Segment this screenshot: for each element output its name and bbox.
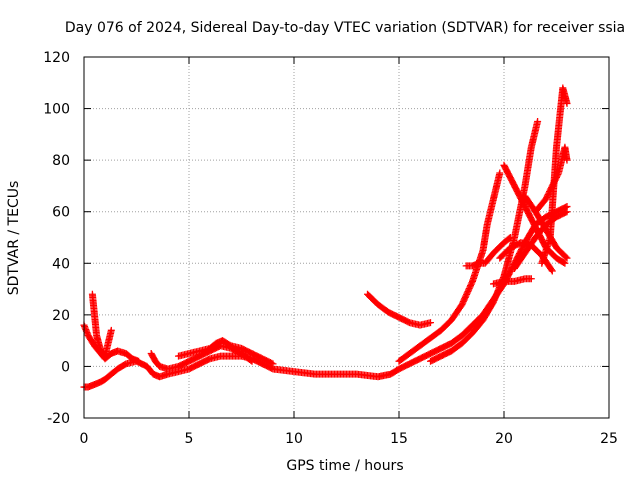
data-marker [479,248,486,256]
data-marker [551,241,559,249]
data-marker [509,179,517,187]
data-series [175,337,277,368]
data-marker [467,280,475,288]
y-tick-label: 100 [43,102,70,118]
data-series [511,208,571,272]
data-marker [246,356,254,364]
data-marker [247,356,255,364]
y-tick-label: 60 [52,205,70,221]
data-marker [559,258,566,266]
data-series [364,290,434,329]
data-series [395,169,504,365]
x-tick-label: 10 [285,431,303,447]
data-marker [562,208,570,216]
data-marker [456,303,464,311]
data-marker [466,331,474,339]
chart-title: Day 076 of 2024, Sidereal Day-to-day VTE… [65,20,625,36]
ticks: 0 5 10 15 20 25 -20 0 20 40 60 80 100 120 [43,50,618,447]
y-tick-label: 80 [52,153,70,169]
data-marker [504,235,512,243]
x-tick-label: 15 [390,431,408,447]
data-marker [540,197,548,205]
data-series [88,290,115,360]
data-marker [526,275,534,283]
data-marker [466,323,474,331]
y-tick-label: 20 [52,308,70,324]
y-tick-label: 40 [52,256,70,272]
data-marker [425,319,433,327]
data-marker [477,318,485,326]
data-marker [563,155,571,163]
data-marker [495,171,503,179]
data-marker [530,220,538,228]
data-series [147,342,256,373]
data-marker [184,350,191,358]
data-marker [89,339,97,347]
data-layer [80,84,571,391]
data-marker [268,359,276,367]
data-marker [133,357,141,365]
data-marker [194,347,202,355]
y-tick-label: 0 [61,359,70,375]
data-series [490,275,535,288]
data-marker [382,307,390,315]
data-marker [225,340,233,348]
data-marker [530,236,538,244]
x-axis-label: GPS time / hours [286,458,403,474]
data-marker [393,366,401,374]
y-tick-label: 120 [43,50,70,66]
data-marker [150,355,158,363]
data-marker [107,328,115,336]
data-marker [488,301,496,309]
data-marker [547,264,555,272]
data-marker [120,361,128,369]
data-marker [489,196,497,204]
data-marker [562,253,570,261]
x-tick-label: 5 [185,431,194,447]
data-marker [563,98,571,106]
data-marker [533,119,541,127]
x-tick-label: 20 [495,431,513,447]
data-marker [560,259,568,267]
x-tick-label: 0 [80,431,89,447]
data-series [462,234,514,270]
data-marker [550,215,558,223]
data-marker [540,223,548,231]
data-series [427,117,542,365]
data-marker [547,266,555,274]
data-marker [519,252,527,260]
data-marker [561,252,569,260]
x-tick-label: 25 [600,431,618,447]
plot-frame [83,56,610,419]
data-marker [520,200,528,208]
data-marker [505,234,513,242]
y-tick-label: -20 [47,411,70,427]
y-axis-label: SDTVAR / TECUs [6,181,22,296]
